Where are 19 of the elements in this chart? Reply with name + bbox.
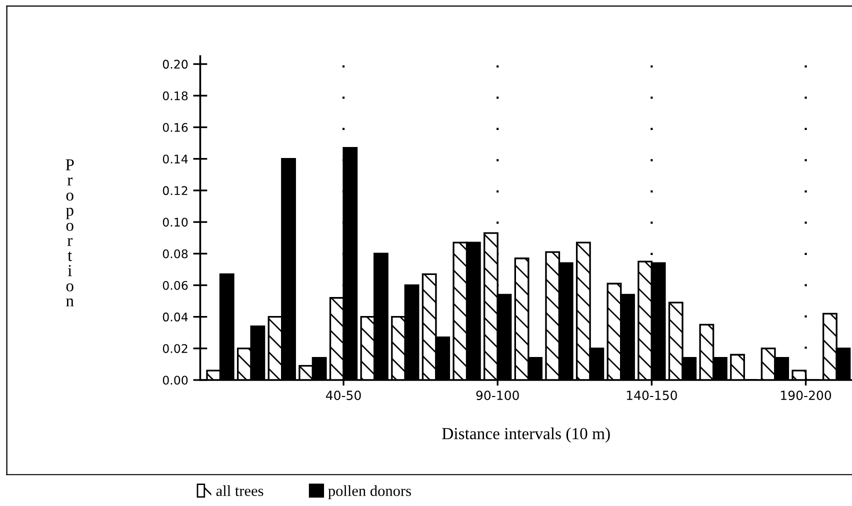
x-tick-label: 40-50: [326, 390, 361, 400]
x-tick-label: 90-100: [476, 390, 519, 400]
y-tick-label: 0.10: [162, 218, 188, 227]
y-tick-label: 0.14: [162, 154, 188, 164]
y-tick-label: 0.18: [162, 91, 188, 100]
x-axis-title: Distance intervals (10 m): [442, 428, 610, 443]
text: Proportion: [66, 159, 74, 306]
y-tick-label: 0.06: [162, 280, 188, 290]
y-tick-label: 0.04: [162, 312, 188, 322]
y-tick-label: 0.20: [162, 60, 188, 69]
y-tick-label: 0.12: [162, 186, 188, 196]
x-tick-label: 140-150: [626, 390, 677, 400]
y-tick-label: 0.02: [162, 344, 188, 354]
y-tick-label: 0.00: [162, 376, 188, 385]
x-tick-label: 190-200: [781, 390, 832, 400]
y-tick-label: 0.08: [162, 249, 188, 258]
legend-label: all trees: [216, 485, 264, 496]
y-tick-label: 0.16: [162, 122, 188, 132]
legend-label: pollen donors: [328, 485, 411, 500]
